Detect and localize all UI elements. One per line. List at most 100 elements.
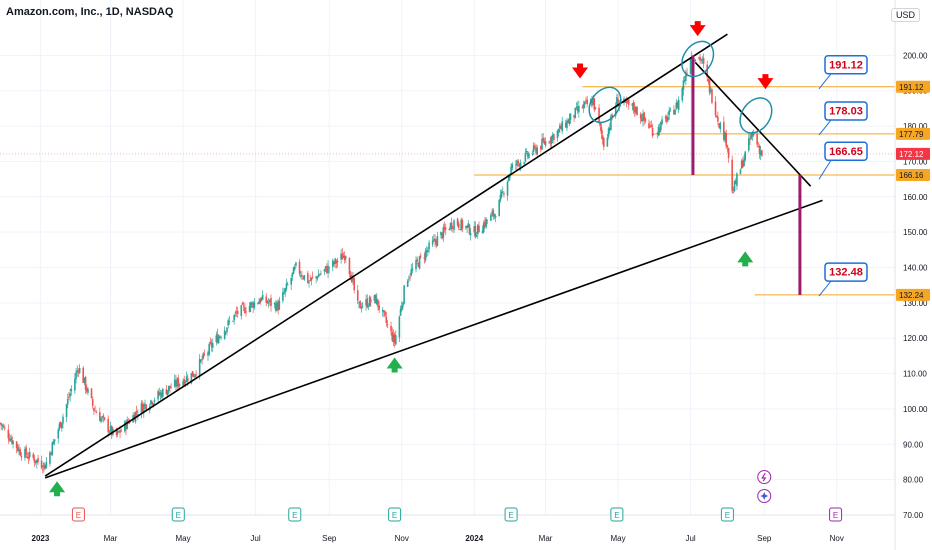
candle-up bbox=[481, 230, 484, 234]
candle-up bbox=[541, 139, 543, 150]
candle-down bbox=[540, 146, 542, 150]
candle-up bbox=[194, 374, 196, 377]
candle-down bbox=[450, 222, 453, 229]
candle-down bbox=[335, 260, 338, 264]
candle-up bbox=[292, 267, 295, 275]
candle-down bbox=[652, 134, 655, 135]
candle-up bbox=[43, 463, 45, 468]
arrow-up-icon bbox=[737, 251, 754, 267]
candle-up bbox=[467, 223, 470, 228]
price-tick-label: 110.00 bbox=[903, 370, 927, 379]
candle-up bbox=[109, 426, 112, 432]
candle-down bbox=[726, 145, 729, 148]
candle-up bbox=[398, 316, 401, 338]
candle-up bbox=[449, 223, 452, 229]
candle-down bbox=[0, 423, 2, 426]
candle-down bbox=[125, 422, 127, 430]
horizontal-levels bbox=[0, 86, 895, 296]
candle-down bbox=[201, 358, 203, 361]
candle-down bbox=[494, 216, 497, 218]
candle-down bbox=[203, 354, 206, 355]
candle-down bbox=[8, 438, 11, 441]
candle-up bbox=[626, 101, 629, 103]
symbol-title: Amazon.com, Inc., 1D, NASDAQ bbox=[6, 6, 174, 18]
candle-down bbox=[417, 263, 420, 267]
time-tick-label: Nov bbox=[830, 534, 844, 543]
candle-down bbox=[567, 120, 569, 123]
candle-down bbox=[225, 331, 227, 333]
earnings-marker-icon bbox=[71, 507, 85, 522]
candle-down bbox=[259, 299, 262, 303]
candle-up bbox=[157, 391, 159, 400]
candle-down bbox=[456, 218, 459, 226]
candle-down bbox=[378, 305, 380, 310]
price-tick-label: 80.00 bbox=[903, 476, 924, 485]
candle-up bbox=[251, 302, 253, 305]
candle-up bbox=[460, 219, 462, 230]
candle-down bbox=[641, 118, 643, 122]
candle-up bbox=[162, 388, 164, 397]
candle-down bbox=[564, 122, 567, 128]
candle-up bbox=[232, 320, 234, 322]
candle-down bbox=[245, 311, 247, 313]
price-tick-label: 160.00 bbox=[903, 193, 928, 202]
candle-up bbox=[1, 425, 4, 427]
candle-up bbox=[608, 127, 611, 131]
candle-down bbox=[386, 324, 389, 325]
grid bbox=[0, 0, 895, 516]
candle-up bbox=[223, 330, 226, 339]
candle-up bbox=[351, 275, 353, 283]
candle-down bbox=[707, 79, 710, 82]
candle-down bbox=[698, 57, 700, 59]
candle-down bbox=[302, 277, 304, 279]
candle-down bbox=[241, 303, 244, 305]
candle-up bbox=[744, 151, 747, 161]
candle-up bbox=[424, 250, 427, 261]
candle-down bbox=[44, 464, 46, 470]
candle-down bbox=[586, 99, 588, 105]
candle-up bbox=[402, 302, 404, 307]
earnings-marker-label: E bbox=[614, 511, 619, 520]
time-axis[interactable]: 2023 Mar May Jul Sep Nov 2024 Mar May Jul Sep Nov E E… bbox=[0, 470, 895, 544]
candle-up bbox=[569, 113, 572, 120]
price-tick-label: 140.00 bbox=[903, 264, 928, 273]
candle-up bbox=[126, 419, 128, 430]
candle-up bbox=[531, 153, 534, 155]
candle-down bbox=[343, 255, 346, 261]
candle-up bbox=[485, 218, 487, 228]
candle-down bbox=[643, 112, 646, 120]
earnings-marker-icon bbox=[288, 507, 302, 522]
candle-up bbox=[65, 404, 68, 418]
candle-up bbox=[190, 373, 193, 384]
price-axis[interactable]: 70.0080.0090.00100.00110.00120.00130.001… bbox=[894, 0, 932, 550]
candle-down bbox=[32, 453, 35, 459]
candle-down bbox=[177, 378, 180, 387]
earnings-marker-icon bbox=[171, 507, 185, 522]
candle-up bbox=[120, 430, 123, 432]
candle-down bbox=[581, 107, 584, 109]
candle-down bbox=[356, 290, 359, 301]
candle-down bbox=[128, 421, 131, 424]
candle-down bbox=[307, 273, 309, 283]
time-tick-label: 2023 bbox=[32, 534, 50, 543]
candle-down bbox=[270, 297, 272, 307]
candle-down bbox=[656, 133, 659, 134]
candle-up bbox=[269, 299, 271, 302]
candle-up bbox=[116, 430, 119, 435]
candle-down bbox=[601, 135, 604, 140]
candle-up bbox=[332, 260, 334, 267]
candle-up bbox=[491, 211, 493, 214]
candle-up bbox=[140, 403, 143, 414]
candle-up bbox=[418, 256, 421, 269]
currency-button[interactable]: USD bbox=[890, 8, 920, 22]
candle-down bbox=[419, 255, 422, 257]
candle-up bbox=[733, 180, 736, 191]
trendlines bbox=[44, 33, 823, 479]
price-label: 177.79 bbox=[899, 130, 924, 139]
candle-up bbox=[408, 278, 410, 280]
arrow-up-icon bbox=[49, 481, 66, 497]
candle-up bbox=[669, 108, 672, 110]
candle-down bbox=[492, 209, 495, 217]
